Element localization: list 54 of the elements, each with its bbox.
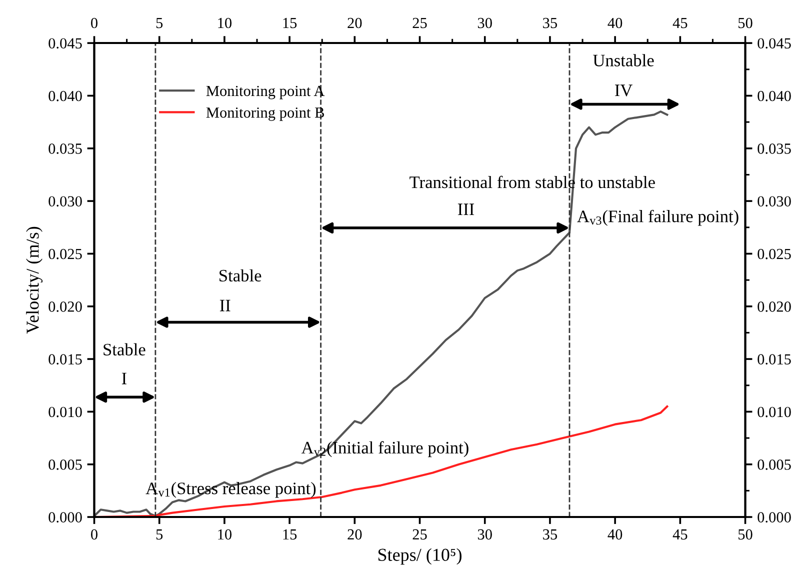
x2-tick-label: 30 [478,18,492,28]
annotation: Stable [220,269,262,282]
x-axis-title: Steps/ (10⁵) [378,548,462,565]
y-tick-label: 0.030 [48,196,82,207]
y-tick-label: 0.005 [48,460,82,470]
annotation: A$_{v3}$(Final failure point) [577,210,738,226]
annotation: I [122,372,126,384]
y-tick-label: 0.025 [48,248,82,260]
y2-tick-label: 0.035 [758,144,791,154]
y2-tick-label: 0.015 [758,354,791,365]
annotation: Unstable [593,54,654,66]
y-axis-title: Velocity/ (m/s) [26,226,43,334]
y-tick-label: 0.015 [48,354,82,365]
x2-tick-label: 5 [156,18,163,28]
x-tick-label: 45 [672,529,688,540]
legend-label: Monitoring point A [206,86,325,100]
x2-tick-label: 15 [283,18,297,28]
x-tick-label: 5 [156,529,163,540]
x-tick-label: 10 [218,529,232,540]
y2-tick-label: 0.025 [758,248,791,260]
y-tick-label: 0.020 [48,302,82,312]
legend-label: Monitoring point B [206,107,324,121]
x2-tick-label: 20 [348,18,362,28]
x-tick-label: 0 [91,529,98,540]
x2-tick-label: 50 [738,18,752,28]
y2-tick-label: 0.005 [758,460,791,470]
x2-tick-label: 45 [672,18,688,28]
x2-tick-label: 40 [608,18,622,28]
y-tick-label: 0.040 [48,90,82,102]
x2-tick-label: 35 [543,18,558,28]
y2-tick-label: 0.030 [758,196,791,207]
y2-tick-label: 0.045 [758,38,791,49]
y2-tick-label: 0.000 [758,512,791,523]
y-tick-label: 0.035 [48,144,82,154]
x-tick-label: 20 [348,529,362,540]
x-tick-label: 50 [738,529,752,540]
x-tick-label: 25 [412,529,427,540]
x-tick-label: 40 [608,529,622,540]
x-tick-label: 35 [543,529,558,540]
y2-tick-label: 0.010 [758,406,791,418]
y-tick-label: 0.000 [48,512,82,523]
x-tick-label: 30 [478,529,492,540]
annotation: II [220,300,230,312]
x2-tick-label: 25 [412,18,427,28]
x-tick-label: 15 [283,529,297,540]
annotation: IV [615,84,632,96]
y2-tick-label: 0.040 [758,90,791,102]
annotation: Stable [104,343,146,356]
x2-tick-label: 0 [91,18,98,28]
x2-tick-label: 10 [218,18,232,28]
annotation: III [458,204,474,216]
y-tick-label: 0.010 [48,406,82,418]
y2-tick-label: 0.020 [758,302,791,312]
y-tick-label: 0.045 [48,38,82,49]
